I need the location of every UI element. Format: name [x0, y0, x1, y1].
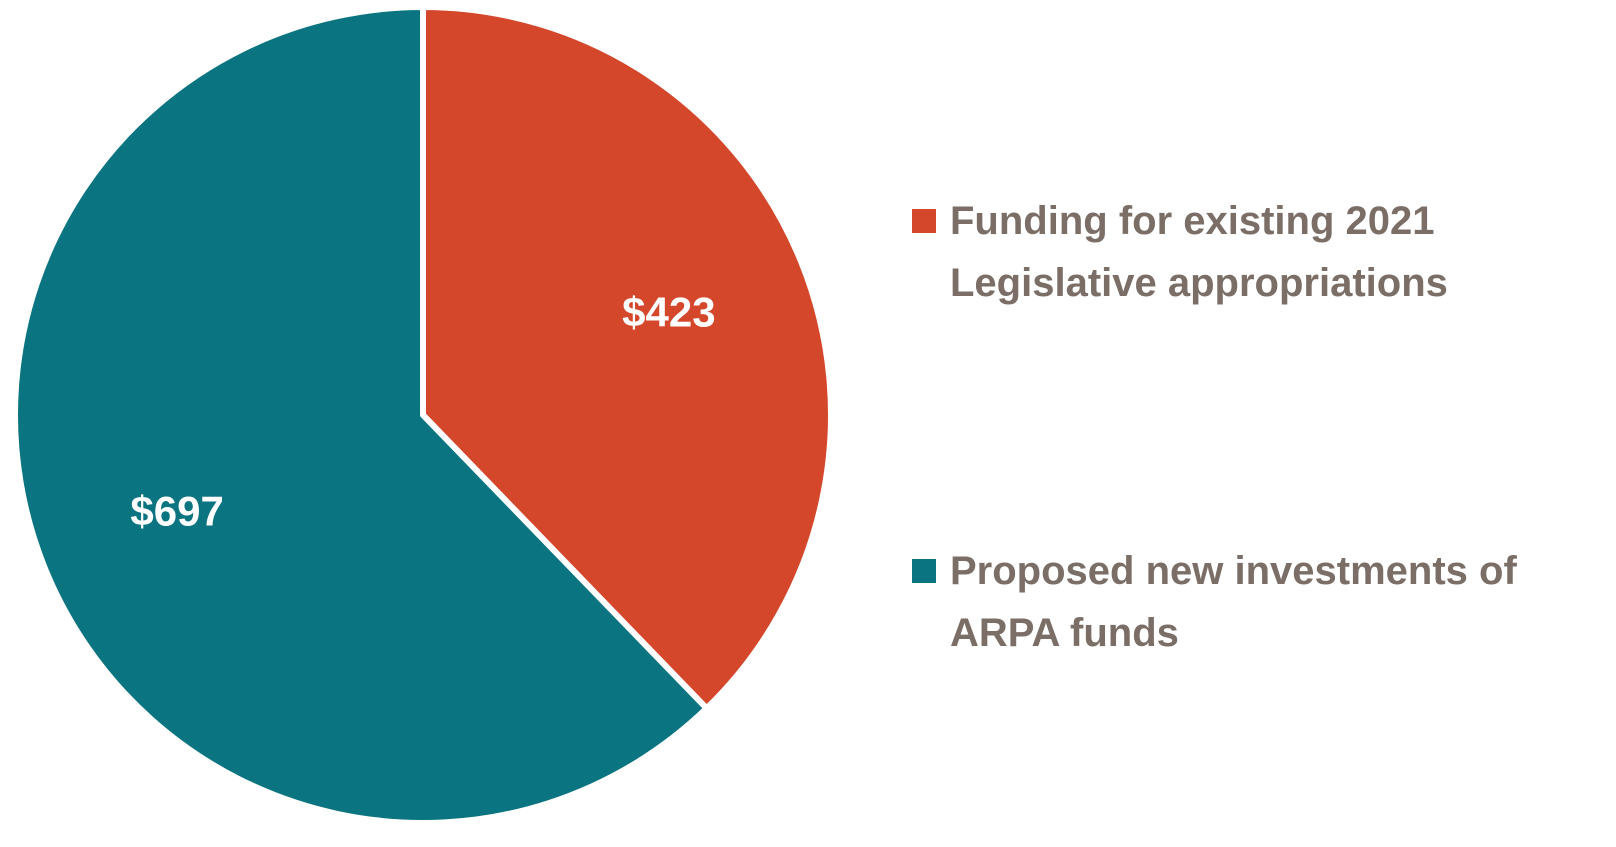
data-label: $423	[622, 289, 715, 336]
data-label: $697	[130, 488, 223, 535]
legend-swatch	[912, 559, 936, 583]
legend-label: Funding for existing 2021 Legislative ap…	[950, 199, 1448, 305]
legend-item: Funding for existing 2021 Legislative ap…	[912, 190, 1550, 314]
pie-slice	[12, 4, 710, 826]
legend-item: Proposed new investments of ARPA funds	[912, 540, 1550, 664]
legend-swatch	[912, 209, 936, 233]
pie-slice	[420, 4, 834, 712]
legend-label: Proposed new investments of ARPA funds	[950, 549, 1517, 655]
